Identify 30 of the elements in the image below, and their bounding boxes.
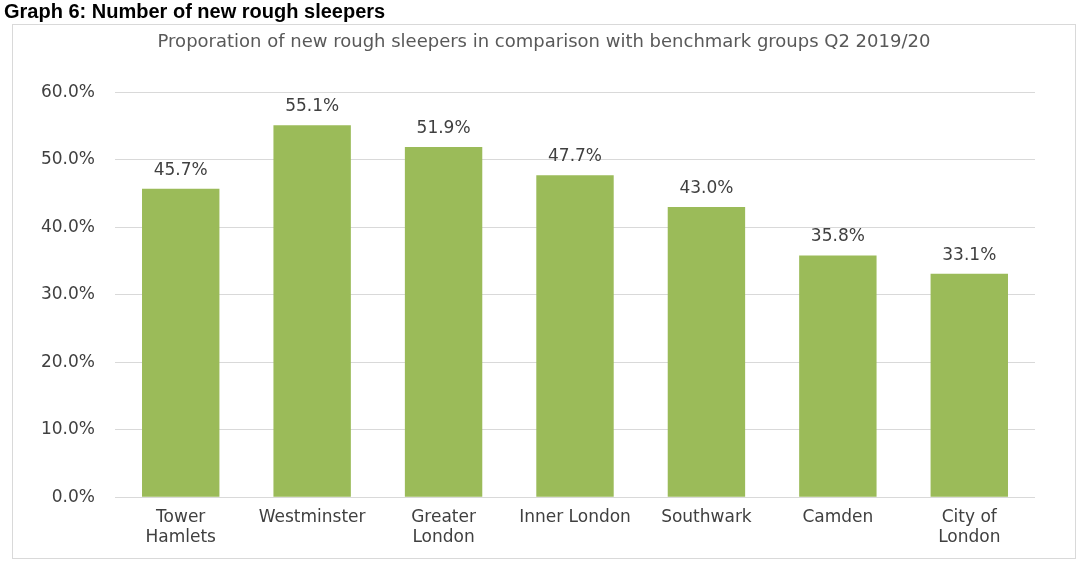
- bar: [142, 188, 220, 497]
- bar: [536, 175, 614, 497]
- data-label: 45.7%: [153, 158, 208, 179]
- data-label: 35.8%: [810, 225, 865, 246]
- bar: [667, 206, 746, 497]
- y-tick-label: 10.0%: [40, 418, 95, 439]
- chart-title: Graph 6: Number of new rough sleepers: [4, 0, 386, 22]
- bar: [930, 273, 1008, 497]
- y-tick-label: 60.0%: [40, 80, 95, 101]
- x-tick-label: City of London: [938, 505, 1001, 547]
- y-tick-label: 30.0%: [40, 283, 95, 304]
- y-tick-label: 20.0%: [40, 350, 95, 371]
- y-tick-label: 50.0%: [40, 148, 95, 169]
- data-label: 43.0%: [679, 176, 734, 197]
- x-tick-label: Greater London: [411, 505, 476, 547]
- bar: [799, 255, 877, 497]
- data-label: 47.7%: [547, 145, 603, 166]
- data-label: 55.1%: [285, 95, 340, 116]
- y-tick-label: 40.0%: [40, 215, 95, 236]
- bar: [273, 125, 351, 497]
- x-tick-label: Southwark: [661, 505, 752, 526]
- x-tick-label: Westminster: [258, 505, 366, 526]
- x-tick-label: Camden: [802, 505, 874, 526]
- bar: [404, 146, 483, 497]
- x-tick-label: Tower Hamlets: [145, 505, 217, 547]
- chart-subtitle: Proporation of new rough sleepers in comparison with benchmark groups Q2 2019/20: [156, 30, 932, 51]
- data-label: 51.9%: [416, 116, 471, 137]
- x-tick-label: Inner London: [519, 505, 631, 526]
- y-tick-label: 0.0%: [51, 485, 95, 506]
- data-label: 33.1%: [942, 243, 997, 264]
